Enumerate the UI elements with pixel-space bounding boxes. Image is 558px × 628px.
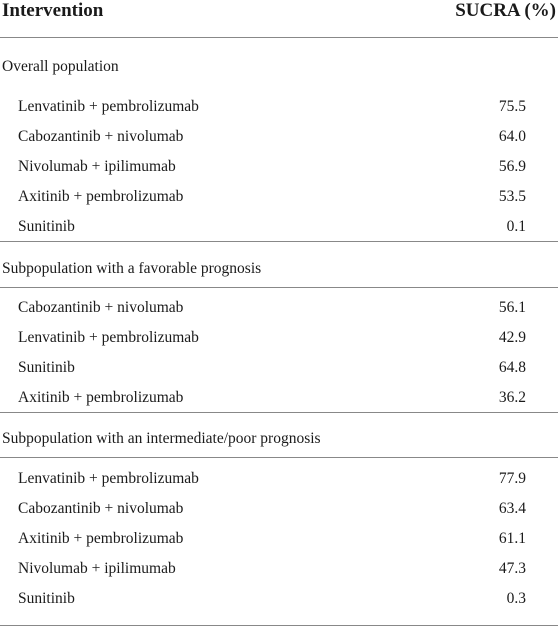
table-row: Sunitinib 0.1 — [0, 217, 558, 247]
row-sucra: 0.1 — [506, 218, 526, 235]
section-title-favorable: Subpopulation with a favorable prognosis — [2, 260, 262, 277]
row-intervention: Axitinib + pembrolizumab — [18, 188, 184, 205]
row-sucra: 36.2 — [498, 389, 526, 406]
row-intervention: Axitinib + pembrolizumab — [18, 389, 184, 406]
table-row: Cabozantinib + nivolumab 63.4 — [0, 499, 558, 529]
table-row: Lenvatinib + pembrolizumab 77.9 — [0, 469, 558, 499]
section-title-intermediate-poor: Subpopulation with an intermediate/poor … — [2, 430, 321, 447]
row-intervention: Sunitinib — [18, 590, 75, 607]
section-rule — [0, 457, 558, 458]
row-sucra: 61.1 — [498, 530, 526, 547]
section-title-overall: Overall population — [2, 58, 119, 75]
table-row: Cabozantinib + nivolumab 56.1 — [0, 298, 558, 328]
table-row: Axitinib + pembrolizumab 61.1 — [0, 529, 558, 559]
row-intervention: Cabozantinib + nivolumab — [18, 299, 184, 316]
row-sucra: 0.3 — [506, 590, 526, 607]
header-sucra: SUCRA (%) — [455, 0, 556, 21]
row-intervention: Lenvatinib + pembrolizumab — [18, 329, 199, 346]
row-intervention: Cabozantinib + nivolumab — [18, 128, 184, 145]
row-intervention: Cabozantinib + nivolumab — [18, 500, 184, 517]
row-intervention: Axitinib + pembrolizumab — [18, 530, 184, 547]
row-sucra: 64.0 — [498, 128, 526, 145]
row-sucra: 53.5 — [498, 188, 526, 205]
row-intervention: Sunitinib — [18, 359, 75, 376]
row-sucra: 75.5 — [498, 98, 526, 115]
row-sucra: 63.4 — [498, 500, 526, 517]
table-row: Sunitinib 0.3 — [0, 589, 558, 619]
table-header: Intervention SUCRA (%) — [0, 0, 558, 36]
row-sucra: 56.1 — [498, 299, 526, 316]
row-intervention: Nivolumab + ipilimumab — [18, 158, 176, 175]
section-rule — [0, 412, 558, 413]
table-row: Sunitinib 64.8 — [0, 358, 558, 388]
table-row: Cabozantinib + nivolumab 64.0 — [0, 127, 558, 157]
row-sucra: 42.9 — [498, 329, 526, 346]
row-sucra: 56.9 — [498, 158, 526, 175]
section-rule — [0, 287, 558, 288]
table-row: Axitinib + pembrolizumab 53.5 — [0, 187, 558, 217]
row-sucra: 77.9 — [498, 470, 526, 487]
table-row: Axitinib + pembrolizumab 36.2 — [0, 388, 558, 418]
row-intervention: Lenvatinib + pembrolizumab — [18, 470, 199, 487]
row-intervention: Sunitinib — [18, 218, 75, 235]
row-intervention: Nivolumab + ipilimumab — [18, 560, 176, 577]
table-row: Lenvatinib + pembrolizumab 75.5 — [0, 97, 558, 127]
header-intervention: Intervention — [2, 0, 104, 21]
table-row: Nivolumab + ipilimumab 56.9 — [0, 157, 558, 187]
table-row: Nivolumab + ipilimumab 47.3 — [0, 559, 558, 589]
header-rule — [0, 37, 558, 38]
table-row: Lenvatinib + pembrolizumab 42.9 — [0, 328, 558, 358]
row-sucra: 64.8 — [498, 359, 526, 376]
row-sucra: 47.3 — [498, 560, 526, 577]
bottom-rule — [0, 625, 558, 626]
section-rule — [0, 241, 558, 242]
row-intervention: Lenvatinib + pembrolizumab — [18, 98, 199, 115]
